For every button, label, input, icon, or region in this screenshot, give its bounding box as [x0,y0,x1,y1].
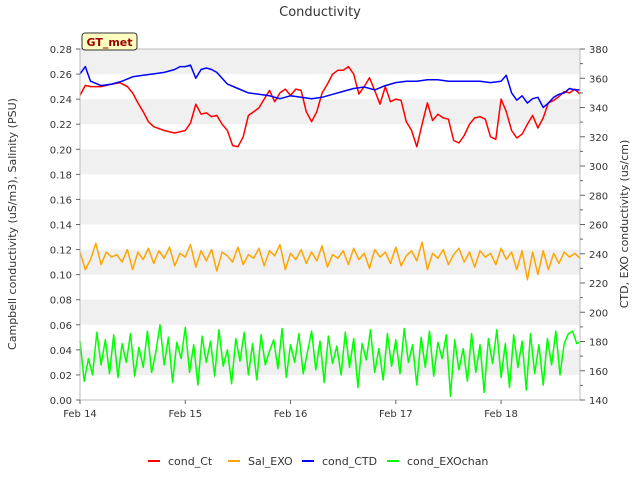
y-tick-label: 0.04 [50,346,72,357]
y-tick-label: 0.02 [50,371,72,382]
legend-label: cond_CTD [322,455,377,468]
y-tick-label: 0.14 [50,221,72,232]
station-badge: GT_met [81,32,138,51]
y-tick-label: 0.12 [50,246,72,257]
background-bands [80,49,580,375]
y2-tick-label: 140 [589,396,608,407]
y-tick-label: 0.08 [50,296,72,307]
left-axis: 0.00 0.02 0.04 0.06 0.08 0.10 0.12 0.14 0.16 0.18… [50,45,80,407]
y2-tick-label: 360 [589,74,608,85]
y2-tick-label: 280 [589,191,608,202]
x-tick-label: Feb 15 [168,409,202,420]
station-badge-label: GT_met [86,36,132,49]
grid-band [80,199,580,225]
series-line-cond-ctd [79,64,580,109]
y2-axis-label: CTD, EXO conductivity (us/cm) [618,140,631,309]
y2-tick-label: 300 [589,162,608,173]
y2-tick-label: 340 [589,104,608,115]
series-line-cond-ct [79,65,581,148]
y-tick-label: 0.16 [50,195,72,206]
x-tick-label: Feb 17 [379,409,413,420]
x-tick-label: Feb 18 [484,409,518,420]
y-tick-label: 0.06 [50,321,72,332]
legend-label: cond_EXOchan [407,455,488,468]
y2-tick-label: 260 [589,221,608,232]
y2-tick-label: 380 [589,45,608,56]
grid-band [80,99,580,125]
y-tick-label: 0.22 [50,120,72,131]
series-layer [79,64,581,397]
y2-tick-label: 160 [589,367,608,378]
y-tick-label: 0.10 [50,271,72,282]
right-axis: 140 160 180 200 220 240 260 280 300 320 340 360 380 [580,45,608,407]
series-line-cond-exochan [79,324,581,397]
y2-tick-label: 220 [589,279,608,290]
legend-label: cond_Ct [168,455,213,468]
y-tick-label: 0.18 [50,170,72,181]
x-axis: Feb 14 Feb 15 Feb 16 Feb 17 Feb 18 [63,400,518,420]
y-tick-label: 0.26 [50,70,72,81]
series-line-sal-exo [79,241,581,281]
y2-tick-label: 200 [589,308,608,319]
y2-tick-label: 240 [589,250,608,261]
y2-tick-label: 320 [589,133,608,144]
chart-title: Conductivity [279,5,361,20]
y2-tick-label: 180 [589,338,608,349]
legend: cond_Ct Sal_EXO cond_CTD cond_EXOchan [148,455,488,468]
x-tick-label: Feb 16 [274,409,308,420]
grid-band [80,49,580,75]
grid-band [80,149,580,175]
x-tick-label: Feb 14 [63,409,97,420]
y-tick-label: 0.00 [50,396,72,407]
y-tick-label: 0.24 [50,95,72,106]
y-tick-label: 0.28 [50,45,72,56]
y-axis-label: Campbell conductivity (uS/m3), Salinity … [6,98,19,350]
station-badge-box [81,32,138,51]
grid-band [80,299,580,325]
legend-label: Sal_EXO [248,455,293,468]
y-tick-label: 0.20 [50,145,72,156]
